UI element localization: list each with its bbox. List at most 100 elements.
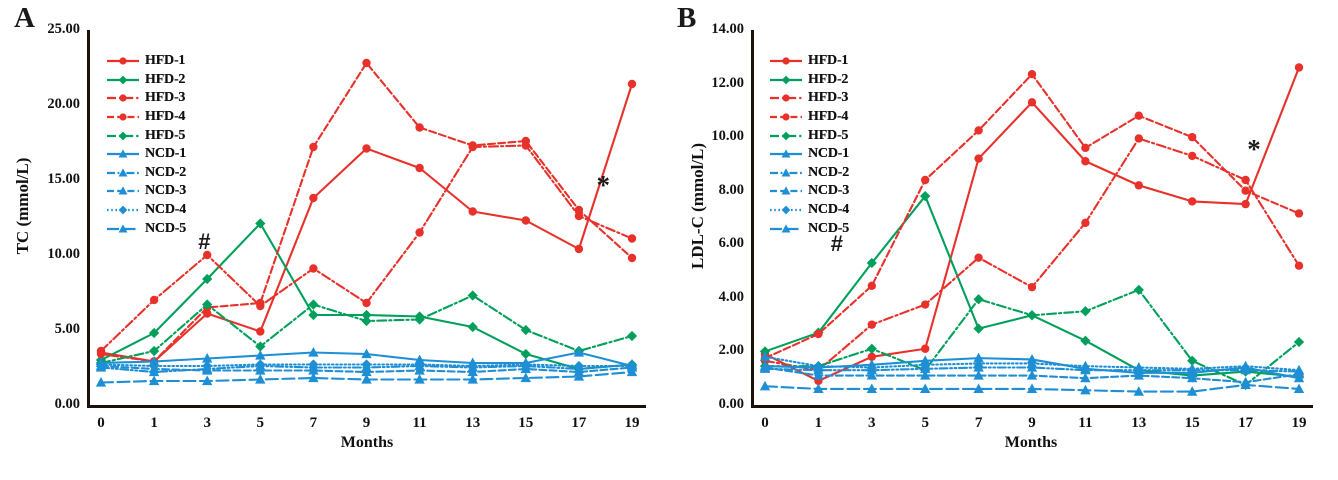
y-axis-tick-label: 15.00 <box>47 171 80 187</box>
y-axis-tick-label: 0.00 <box>54 396 80 412</box>
y-axis-tick-label: 8.00 <box>718 181 744 198</box>
legend-item-label: NCD-1 <box>808 146 849 162</box>
panel-a-x-axis-label: Months <box>340 434 394 451</box>
x-axis-tick-label: 17 <box>1238 415 1254 431</box>
legend-item-label: NCD-4 <box>145 202 186 218</box>
x-axis-tick-label: 13 <box>1131 415 1147 431</box>
series-layer <box>95 58 638 387</box>
legend-item-ncd-4[interactable]: NCD-4 <box>769 201 849 220</box>
legend-item-label: HFD-4 <box>145 109 186 125</box>
y-axis-line <box>751 30 754 407</box>
legend-line-sample-icon <box>106 146 140 162</box>
x-axis-tick-label: 0 <box>97 415 105 431</box>
panel-a-y-axis-label: TC (mmol/L) <box>13 157 32 255</box>
x-axis-tick-label: 15 <box>1184 415 1200 431</box>
legend-item-hfd-4[interactable]: HFD-4 <box>769 108 849 127</box>
legend-item-ncd-3[interactable]: NCD-3 <box>106 182 186 201</box>
legend-item-ncd-3[interactable]: NCD-3 <box>769 182 849 201</box>
annotation-asterisk: * <box>1247 133 1261 164</box>
legend-line-sample-icon <box>106 165 140 181</box>
y-axis-tick-label: 6.00 <box>718 235 744 252</box>
legend-item-label: NCD-1 <box>145 146 186 162</box>
panel-b-letter: B <box>677 2 697 34</box>
series-layer <box>759 63 1305 396</box>
y-axis-tick-label: 14.00 <box>711 21 744 37</box>
legend-item-hfd-4[interactable]: HFD-4 <box>106 108 186 127</box>
legend-item-ncd-1[interactable]: NCD-1 <box>769 145 849 164</box>
legend-item-label: NCD-2 <box>145 164 186 180</box>
legend-item-ncd-2[interactable]: NCD-2 <box>106 164 186 183</box>
legend-item-label: HFD-5 <box>145 127 186 143</box>
x-axis-tick-label: 9 <box>1028 415 1036 431</box>
legend-item-label: NCD-5 <box>808 220 849 236</box>
series-hfd-3 <box>96 141 637 356</box>
legend-line-sample-icon <box>769 183 803 199</box>
legend-item-label: HFD-2 <box>145 71 186 87</box>
legend-line-sample-icon <box>106 72 140 88</box>
legend-item-ncd-5[interactable]: NCD-5 <box>769 219 849 238</box>
x-axis-tick-label: 9 <box>362 415 371 431</box>
legend-item-ncd-4[interactable]: NCD-4 <box>106 201 186 220</box>
legend-item-hfd-1[interactable]: HFD-1 <box>769 52 849 71</box>
x-axis-tick-label: 11 <box>1078 415 1093 431</box>
annotation-asterisk: * <box>596 170 610 200</box>
legend-item-label: NCD-5 <box>145 220 186 236</box>
x-axis-tick-label: 1 <box>814 415 823 431</box>
legend-item-label: HFD-3 <box>808 90 849 106</box>
legend: HFD-1 HFD-2 HFD-3 HFD-4 HFD-5 NCD-1 NC <box>106 52 186 238</box>
legend-item-ncd-1[interactable]: NCD-1 <box>106 145 186 164</box>
legend-item-hfd-3[interactable]: HFD-3 <box>769 89 849 108</box>
legend-item-hfd-1[interactable]: HFD-1 <box>106 52 186 71</box>
panel-a-letter: A <box>14 2 35 34</box>
x-axis-tick-label: 7 <box>974 415 983 431</box>
legend-item-ncd-5[interactable]: NCD-5 <box>106 219 186 238</box>
legend-line-sample-icon <box>106 109 140 125</box>
panel-b: B LDL-C (mmol/L) Months 0.00 2.00 4.00 6.00… <box>669 0 1338 480</box>
legend-item-hfd-5[interactable]: HFD-5 <box>106 126 186 145</box>
y-axis-tick-label: 0.00 <box>718 396 744 412</box>
x-axis-tick-label: 3 <box>868 415 876 431</box>
panel-b-x-axis-label: Months <box>1004 434 1058 451</box>
series-ncd-4 <box>95 359 638 372</box>
legend-line-sample-icon <box>106 202 140 218</box>
legend-line-sample-icon <box>106 128 140 144</box>
x-axis-tick-label: 15 <box>518 415 534 431</box>
x-axis-tick-label: 11 <box>412 415 427 431</box>
legend-item-label: HFD-1 <box>145 53 186 69</box>
legend-item-label: NCD-4 <box>808 202 849 218</box>
series-hfd-4 <box>96 58 637 366</box>
legend-item-label: HFD-5 <box>808 127 849 143</box>
y-axis-tick-label: 10.00 <box>47 246 80 262</box>
y-axis-tick-label: 25.00 <box>47 21 80 37</box>
legend-item-hfd-3[interactable]: HFD-3 <box>106 89 186 108</box>
legend-item-label: NCD-3 <box>145 183 186 199</box>
legend-line-sample-icon <box>106 221 140 237</box>
x-axis-tick-label: 3 <box>203 415 211 431</box>
legend-item-label: HFD-2 <box>808 71 849 87</box>
legend-line-sample-icon <box>769 165 803 181</box>
panel-b-y-axis-label: LDL-C (mmol/L) <box>688 142 707 270</box>
y-axis-tick-label: 12.00 <box>711 74 744 91</box>
legend-item-hfd-5[interactable]: HFD-5 <box>769 126 849 145</box>
legend-item-ncd-2[interactable]: NCD-2 <box>769 164 849 183</box>
y-axis-line <box>87 30 90 407</box>
legend-item-hfd-2[interactable]: HFD-2 <box>106 71 186 90</box>
x-axis-tick-label: 7 <box>309 415 318 431</box>
x-axis-tick-label: 17 <box>571 415 587 431</box>
y-axis-tick-label: 2.00 <box>718 342 744 359</box>
series-ncd-4 <box>759 351 1305 375</box>
legend-line-sample-icon <box>106 53 140 69</box>
annotation-hash: # <box>198 228 211 254</box>
y-axis-tick-label: 20.00 <box>47 96 80 112</box>
x-axis-tick-label: 13 <box>465 415 481 431</box>
legend: HFD-1 HFD-2 HFD-3 HFD-4 HFD-5 NCD-1 NC <box>769 52 849 238</box>
legend-item-label: HFD-4 <box>808 109 849 125</box>
series-ncd-5 <box>759 379 1305 396</box>
y-axis-tick-label: 4.00 <box>718 288 744 305</box>
legend-line-sample-icon <box>769 72 803 88</box>
y-axis-tick-label: 10.00 <box>711 128 744 145</box>
legend-item-hfd-2[interactable]: HFD-2 <box>769 71 849 90</box>
x-axis-line <box>87 405 646 408</box>
legend-line-sample-icon <box>769 146 803 162</box>
